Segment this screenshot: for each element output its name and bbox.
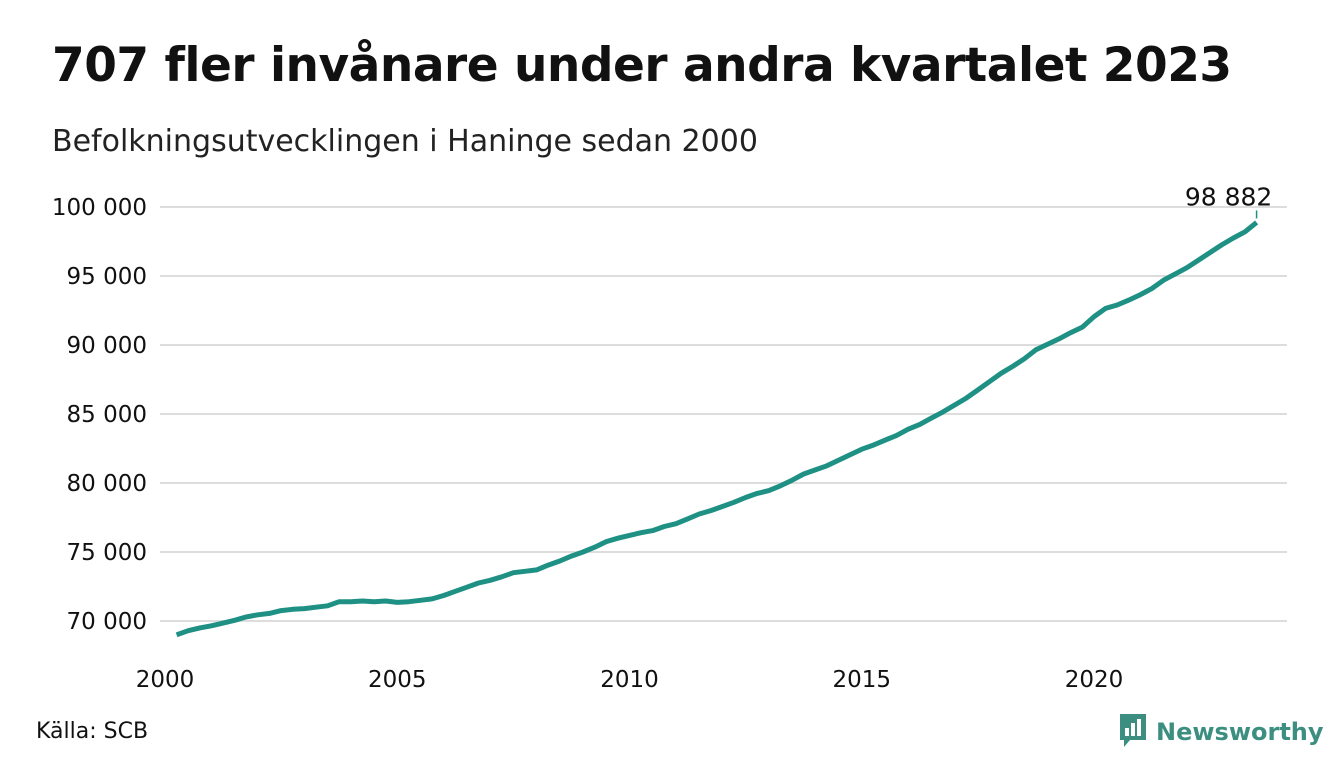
y-tick-label: 80 000 [67,471,147,497]
y-tick-label: 70 000 [67,609,147,635]
brand-logo: Newsworthy [1118,712,1324,752]
brand-name: Newsworthy [1156,718,1324,746]
newsworthy-logo-icon [1118,712,1148,752]
gridlines [160,206,1287,622]
y-tick-label: 100 000 [52,195,147,221]
x-tick-label: 2015 [832,667,891,693]
y-tick-label: 95 000 [67,264,147,290]
x-tick-label: 2005 [368,667,427,693]
y-tick-label: 90 000 [67,333,147,359]
end-value-label: 98 882 [1185,182,1272,211]
x-tick-label: 2000 [136,667,195,693]
y-tick-label: 75 000 [67,540,147,566]
x-tick-label: 2020 [1065,667,1124,693]
chart-subtitle: Befolkningsutvecklingen i Haninge sedan … [52,124,758,159]
y-axis-ticks: 70 000 75 000 80 000 85 000 90 000 95 000 100 … [52,195,147,635]
x-axis-ticks: 2000 2005 2010 2015 2020 [136,667,1124,693]
source-note: Källa: SCB [36,719,149,744]
y-tick-label: 85 000 [67,402,147,428]
x-tick-label: 2010 [600,667,659,693]
chart-title: 707 fler invånare under andra kvartalet … [52,38,1232,93]
series-line [175,220,1259,638]
